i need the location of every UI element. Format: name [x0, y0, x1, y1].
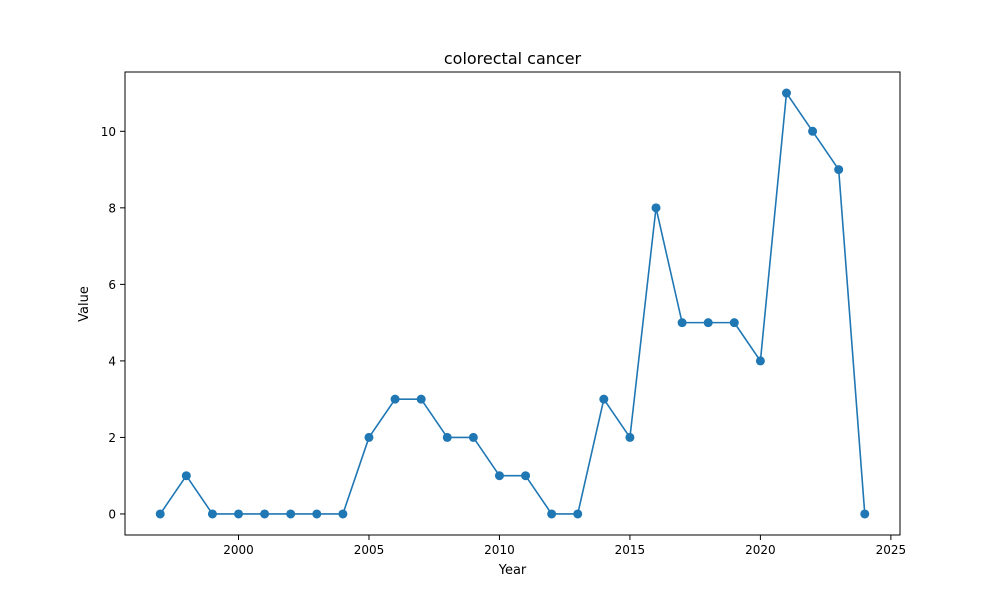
data-point — [494, 471, 504, 481]
data-point — [364, 432, 374, 442]
data-point — [599, 394, 609, 404]
data-point — [234, 509, 244, 519]
data-point — [703, 318, 713, 328]
data-point — [442, 432, 452, 442]
data-point — [834, 165, 844, 175]
data-point — [860, 509, 870, 519]
data-point — [677, 318, 687, 328]
y-axis-label: Value — [77, 286, 92, 322]
x-tick-label: 2025 — [876, 543, 907, 557]
series-line — [159, 92, 866, 515]
data-point — [338, 509, 348, 519]
data-point — [416, 394, 426, 404]
x-tick-label: 2000 — [223, 543, 254, 557]
data-point — [521, 471, 531, 481]
data-point — [390, 394, 400, 404]
y-tick-label: 0 — [108, 507, 116, 521]
x-tick-label: 2005 — [354, 543, 385, 557]
data-point — [207, 509, 217, 519]
x-tick-label: 2015 — [615, 543, 646, 557]
data-point — [181, 471, 191, 481]
y-tick-label: 2 — [108, 431, 116, 445]
data-point — [625, 432, 635, 442]
x-axis-label: Year — [498, 563, 527, 578]
data-point — [651, 203, 661, 213]
data-point — [312, 509, 322, 519]
data-point — [547, 509, 557, 519]
plot-area: 2000 2005 2010 2015 2020 2025 0 2 4 6 8 10 — [101, 71, 907, 557]
data-point — [468, 432, 478, 442]
data-point — [573, 509, 583, 519]
data-point — [755, 356, 765, 366]
chart-title: colorectal cancer — [444, 49, 582, 68]
data-point — [729, 318, 739, 328]
y-tick-label: 6 — [108, 278, 116, 292]
y-tick-label: 10 — [101, 125, 116, 139]
data-point — [286, 509, 296, 519]
data-point — [781, 88, 791, 98]
y-tick-label: 8 — [108, 201, 116, 215]
data-point — [260, 509, 270, 519]
data-point — [155, 509, 165, 519]
y-tick-label: 4 — [108, 354, 116, 368]
x-tick-label: 2010 — [484, 543, 515, 557]
x-tick-label: 2020 — [745, 543, 776, 557]
data-point — [808, 126, 818, 136]
axes-frame — [124, 71, 901, 536]
